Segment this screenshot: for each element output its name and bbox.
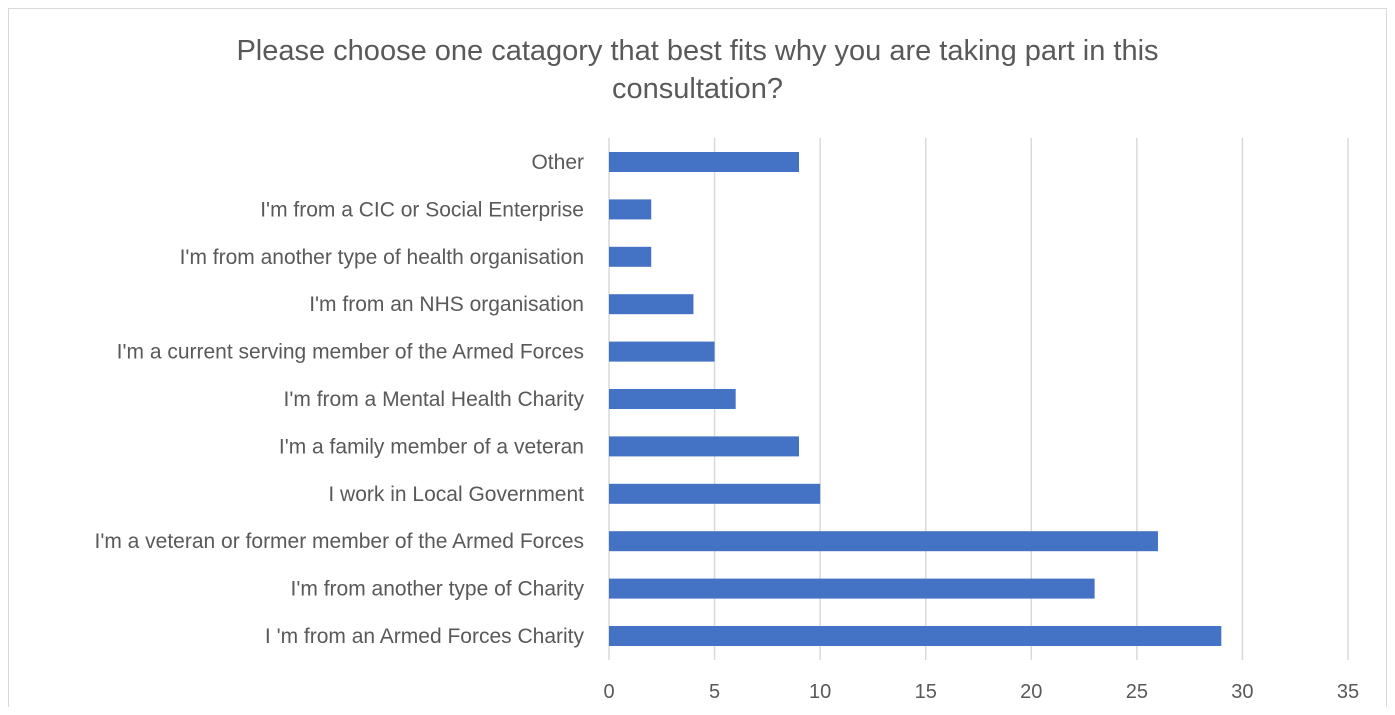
bar bbox=[609, 626, 1222, 646]
category-label: Other bbox=[531, 151, 584, 174]
x-tick-label: 0 bbox=[603, 681, 614, 703]
category-label: I'm a family member of a veteran bbox=[279, 435, 584, 458]
category-label: I 'm from an Armed Forces Charity bbox=[265, 625, 585, 648]
bar bbox=[609, 152, 800, 172]
category-label: I'm from another type of Charity bbox=[291, 578, 585, 601]
category-label: I'm from a CIC or Social Enterprise bbox=[260, 198, 584, 221]
x-tick-label: 10 bbox=[809, 681, 831, 703]
bar bbox=[609, 246, 652, 267]
bar bbox=[609, 199, 652, 220]
x-tick-label: 5 bbox=[709, 681, 720, 703]
category-label: I'm a veteran or former member of the Ar… bbox=[94, 530, 584, 553]
category-label: I'm from another type of health organisa… bbox=[180, 246, 584, 269]
x-tick-label: 35 bbox=[1337, 681, 1359, 703]
bar bbox=[609, 389, 736, 409]
bar-layer bbox=[609, 152, 1222, 646]
category-labels: I 'm from an Armed Forces Charity I'm fro… bbox=[94, 151, 584, 648]
bar bbox=[609, 294, 694, 315]
grid-layer bbox=[608, 138, 1349, 660]
bar bbox=[609, 531, 1158, 552]
bar bbox=[609, 483, 821, 504]
category-label: I'm a current serving member of the Arme… bbox=[117, 341, 584, 364]
x-tick-labels: 0 5 10 15 20 25 30 35 bbox=[603, 681, 1359, 703]
chart-title-line-2: consultation? bbox=[612, 73, 783, 105]
bar bbox=[609, 578, 1095, 599]
category-label: I'm from a Mental Health Charity bbox=[284, 388, 585, 411]
category-label: I'm from an NHS organisation bbox=[309, 293, 584, 316]
chart-title-line-1: Please choose one catagory that best fit… bbox=[236, 35, 1159, 67]
x-tick-label: 20 bbox=[1020, 681, 1042, 703]
bar bbox=[609, 436, 800, 457]
chart-title: Please choose one catagory that best fit… bbox=[0, 32, 1395, 108]
x-tick-label: 25 bbox=[1126, 681, 1148, 703]
bar bbox=[609, 341, 715, 362]
x-tick-label: 15 bbox=[915, 681, 937, 703]
category-label: I work in Local Government bbox=[328, 483, 584, 506]
x-tick-label: 30 bbox=[1231, 681, 1253, 703]
